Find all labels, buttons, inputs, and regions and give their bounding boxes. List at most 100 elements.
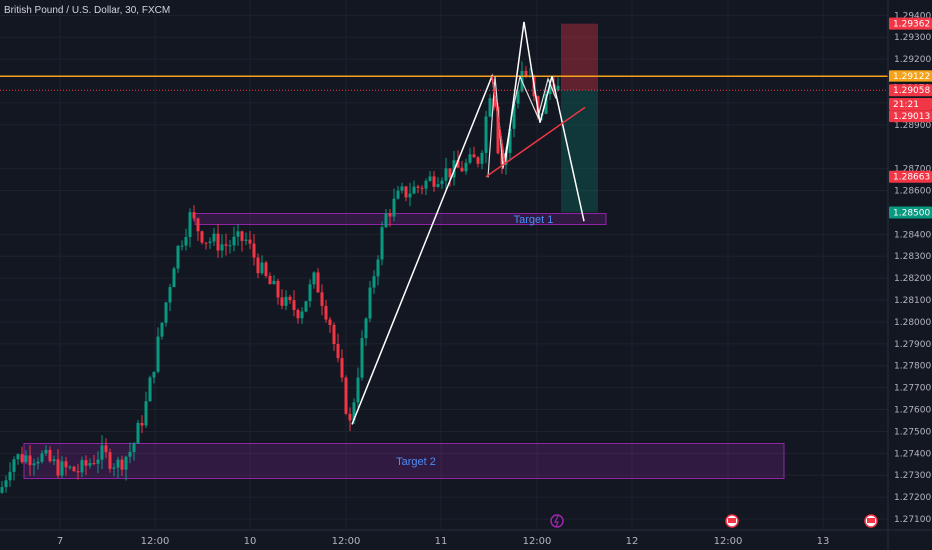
candle-body (180, 245, 184, 247)
price-tick-label: 1.27100 (894, 515, 931, 525)
candle-body (56, 459, 60, 476)
price-tick-label: 1.27500 (894, 427, 931, 437)
candle-body (168, 287, 172, 303)
candle-body (188, 212, 192, 238)
price-tag-label: 21:21 (893, 100, 919, 110)
price-tick-label: 1.28300 (894, 252, 931, 262)
candle-body (216, 233, 220, 251)
candle-body (512, 103, 516, 129)
candle-body (488, 98, 492, 117)
price-tag-label: 1.28500 (893, 208, 930, 218)
candle-body (304, 301, 308, 312)
candle-body (480, 152, 484, 164)
candle-body (4, 480, 8, 488)
candle-body (308, 284, 312, 302)
candle-body (124, 456, 128, 470)
candle-body (296, 309, 300, 319)
candle-body (320, 292, 324, 306)
candle-body (36, 461, 40, 464)
price-tag (889, 17, 932, 30)
price-tag-label: 1.29013 (893, 112, 930, 122)
candle-body (96, 459, 100, 464)
candle-body (120, 459, 124, 470)
price-tick-label: 1.28000 (894, 318, 931, 328)
candle-body (196, 218, 200, 232)
candle-body (268, 275, 272, 285)
candle-body (112, 467, 116, 469)
candle-body (68, 466, 72, 468)
candle-body (444, 168, 448, 181)
candle-body (352, 402, 356, 421)
candle-body (92, 463, 96, 465)
stop-loss-area (561, 23, 598, 91)
time-tick-label: 12:00 (523, 536, 552, 547)
short-position-tool[interactable] (561, 23, 598, 213)
candle-body (332, 324, 336, 344)
candle-body (276, 280, 280, 298)
time-tick-label: 12 (626, 536, 639, 547)
flag-glyph (728, 518, 736, 523)
chart-title: British Pound / U.S. Dollar, 30, FXCM (4, 5, 170, 16)
pattern-lines[interactable] (351, 21, 586, 425)
candle-body (300, 311, 304, 319)
candle-body (344, 377, 348, 414)
time-axis[interactable]: 7 12:00 10 12:00 11 12:00 12 12:00 13 (0, 529, 932, 547)
candle-body (272, 280, 276, 285)
candle-body (208, 241, 212, 243)
candle-body (12, 459, 16, 472)
candle-body (144, 401, 148, 426)
candle-body (468, 154, 472, 163)
time-tick-label: 12:00 (141, 536, 170, 547)
left-shoulder-line (491, 76, 506, 165)
candle-body (516, 91, 520, 104)
candle-body (412, 186, 416, 194)
candle-body (496, 106, 500, 154)
price-tag-label: 1.29362 (893, 20, 930, 30)
candle-body (244, 239, 248, 241)
candle-body (172, 268, 176, 288)
price-tag (889, 84, 932, 97)
candle-body (16, 454, 20, 460)
candle-body (356, 377, 360, 403)
candle-body (508, 128, 512, 153)
candle-body (252, 243, 256, 258)
take-profit-area (561, 90, 598, 213)
candle-body (460, 167, 464, 172)
candle-body (408, 193, 412, 198)
candle-body (544, 94, 548, 114)
price-tag (889, 110, 932, 123)
candle-body (484, 116, 488, 153)
candle-body (156, 336, 160, 372)
candle-body (428, 176, 432, 181)
lightning-icon[interactable] (550, 514, 564, 528)
price-tick-label: 1.27900 (894, 340, 931, 350)
candle-body (492, 98, 496, 107)
candle-body (128, 452, 132, 457)
candle-body (212, 233, 216, 242)
candle-body (28, 455, 32, 466)
price-tag (889, 98, 932, 111)
candle-body (400, 186, 404, 191)
candle-body (40, 453, 44, 462)
candle-body (476, 157, 480, 164)
candle-body (372, 276, 376, 288)
candle-body (384, 213, 388, 228)
price-axis[interactable]: 1.294001.293001.292001.290001.289001.287… (887, 0, 932, 550)
resistance-line[interactable] (0, 75, 888, 91)
price-tag-label: 1.28663 (893, 173, 930, 183)
price-tick-label: 1.27200 (894, 493, 931, 503)
event-icons[interactable] (550, 514, 878, 528)
candle-body (140, 422, 144, 426)
price-tag-label: 1.29122 (893, 72, 930, 82)
candle-body (380, 227, 384, 260)
candle-body (448, 168, 452, 178)
time-tick-label: 13 (817, 536, 830, 547)
neckline-trendline (485, 106, 586, 178)
price-tick-label: 1.28900 (894, 121, 931, 131)
candle-body (440, 180, 444, 185)
candle-body (456, 160, 460, 168)
candle-body (84, 460, 88, 466)
candle-body (348, 413, 352, 421)
price-tick-label: 1.27400 (894, 449, 931, 459)
